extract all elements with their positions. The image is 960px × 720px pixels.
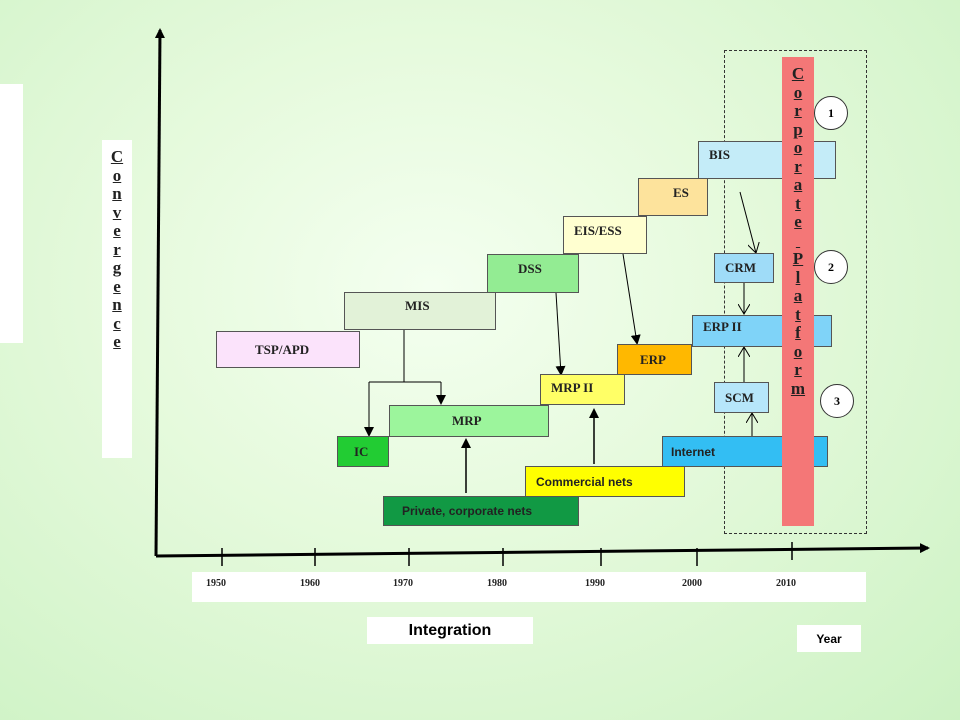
platform-letter: m — [790, 378, 806, 398]
platform-frame — [724, 50, 867, 534]
convergence-letter: r — [113, 239, 121, 259]
level-2-circle: 2 — [814, 250, 848, 284]
box-scm: SCM — [714, 382, 769, 413]
arrow-bis-crm — [739, 191, 756, 253]
platform-letter: p — [793, 119, 803, 139]
year-1950: 1950 — [206, 578, 226, 589]
platform-letter: o — [793, 138, 803, 157]
platform-letter: r — [794, 101, 802, 120]
convergence-letter: n — [112, 295, 122, 314]
year-1980: 1980 — [487, 578, 507, 589]
box-bis: BIS — [698, 141, 836, 179]
level-1-circle: 1 — [814, 96, 848, 130]
box-crm: CRM — [714, 253, 774, 283]
years-band — [192, 572, 866, 602]
platform-letter: t — [795, 304, 801, 324]
box-mrp-ii: MRP II — [540, 374, 625, 405]
platform-letter: e — [794, 212, 802, 231]
platform-letter: P — [792, 249, 804, 268]
platform-letter: a — [793, 175, 803, 194]
x-axis-ticks — [221, 542, 793, 566]
convergence-letter: e — [113, 221, 121, 240]
x-axis-label: Integration — [367, 617, 533, 644]
platform-letter: a — [793, 286, 803, 305]
convergence-letter: c — [113, 313, 121, 333]
convergence-letter: o — [112, 165, 122, 185]
box-ic: IC — [337, 436, 389, 467]
year-2000: 2000 — [682, 578, 702, 589]
year-1970: 1970 — [393, 578, 413, 589]
platform-letter: r — [794, 156, 802, 176]
level-3-circle: 3 — [820, 384, 854, 418]
platform-letter: o — [793, 341, 803, 361]
platform-letter: f — [795, 323, 801, 342]
box-mis: MIS — [344, 292, 496, 330]
arrow-dss-mrpii — [555, 292, 566, 376]
convergence-letter: C — [110, 147, 124, 166]
year-1960: 1960 — [300, 578, 320, 589]
box-dss: DSS — [487, 254, 579, 293]
platform-letter: l — [795, 267, 801, 287]
year-1990: 1990 — [585, 578, 605, 589]
box-eis-ess: EIS/ESS — [563, 216, 647, 254]
convergence-letter: g — [112, 258, 122, 277]
x-axis — [155, 543, 930, 558]
x-axis-unit-label: Year — [797, 625, 861, 652]
box-erp: ERP — [617, 344, 692, 375]
y-axis — [154, 28, 165, 557]
platform-letter: C — [791, 64, 805, 83]
convergence-letter: e — [113, 332, 121, 351]
side-strip — [0, 84, 23, 343]
platform-letter: r — [794, 360, 802, 379]
box-es: ES — [638, 178, 708, 216]
platform-letter: o — [793, 82, 803, 102]
box-mrp: MRP — [389, 405, 549, 437]
convergence-letter: v — [112, 202, 122, 222]
convergence-letter: e — [113, 276, 121, 296]
box-tsp-apd: TSP/APD — [216, 331, 360, 368]
convergence-letter: n — [112, 184, 122, 203]
platform-letter: t — [795, 193, 801, 213]
arrow-eis-erp — [622, 253, 641, 345]
box-private-nets: Private, corporate nets — [383, 496, 579, 526]
platform-letter — [796, 232, 800, 251]
box-commercial-nets: Commercial nets — [525, 466, 685, 497]
year-2010: 2010 — [776, 578, 796, 589]
